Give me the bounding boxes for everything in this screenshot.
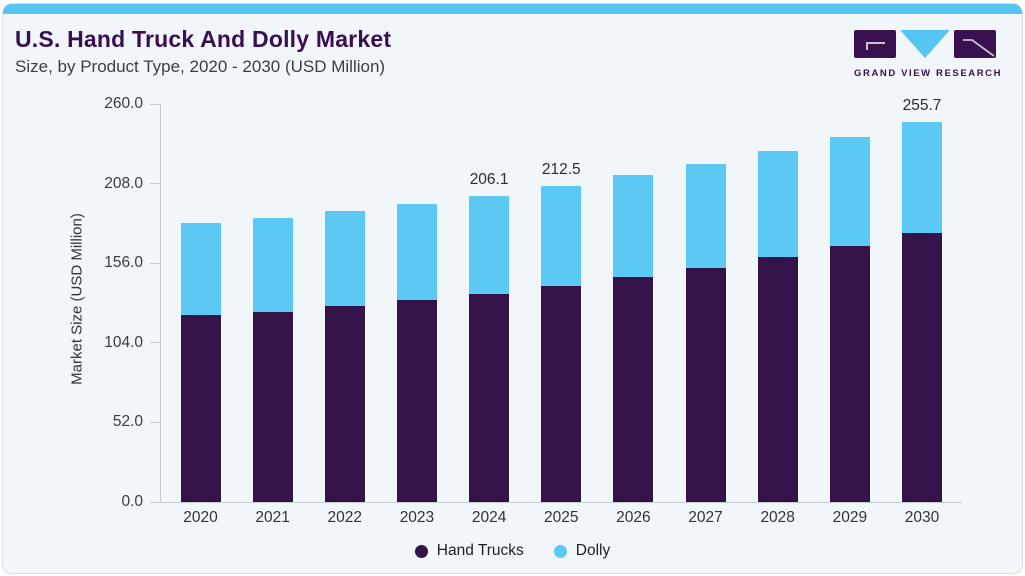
page-title: U.S. Hand Truck And Dolly Market [15, 26, 392, 52]
bar-dolly [180, 222, 221, 316]
y-axis-title: Market Size (USD Million) [68, 213, 86, 385]
bar-hand-trucks [685, 267, 726, 502]
bar-hand-trucks [757, 257, 798, 502]
bar-total-label: 206.1 [469, 170, 509, 188]
x-axis-year-label: 2030 [904, 509, 940, 526]
y-axis-tick [150, 501, 161, 503]
grand-view-research-logo: GRAND VIEW RESEARCH [854, 29, 1003, 79]
y-axis-tick [150, 103, 161, 105]
bar-dolly [613, 175, 654, 277]
bar-hand-trucks [541, 285, 582, 502]
bar-total-label: 212.5 [541, 161, 581, 179]
bar-dolly [902, 121, 942, 234]
y-axis-tick-label: 260.0 [104, 95, 143, 112]
legend: Hand Trucks Dolly [3, 542, 1022, 560]
bar-hand-trucks [902, 233, 942, 502]
bar-dolly [829, 137, 870, 246]
top-accent-bar [3, 4, 1022, 14]
gvr-logo-icon [854, 30, 996, 58]
bar-hand-trucks [829, 245, 870, 502]
bar-dolly [396, 203, 437, 301]
y-axis-tick-label: 208.0 [104, 174, 143, 192]
bar-dolly [469, 195, 510, 294]
y-axis-tick [150, 342, 161, 344]
x-axis-year-label: 2022 [327, 509, 363, 526]
page-subtitle: Size, by Product Type, 2020 - 2030 (USD … [15, 57, 386, 76]
y-axis-tick-label: 104.0 [104, 333, 143, 351]
bar-dolly [324, 210, 365, 306]
x-axis-year-label: 2026 [616, 509, 651, 526]
bar-dolly [685, 163, 726, 268]
x-axis-year-label: 2028 [760, 509, 795, 526]
x-axis-year-label: 2029 [832, 509, 868, 526]
chart-card: U.S. Hand Truck And Dolly Market Size, b… [2, 3, 1023, 574]
x-axis-year-label: 2025 [544, 509, 579, 526]
y-axis-tick [150, 262, 161, 264]
bar-total-label: 255.7 [902, 96, 942, 114]
bar-hand-trucks [613, 276, 654, 502]
y-axis-tick-label: 0.0 [121, 493, 143, 510]
legend-label: Hand Trucks [436, 542, 524, 559]
y-axis-tick-label: 52.0 [112, 413, 143, 431]
x-axis-year-label: 2024 [471, 509, 507, 526]
bar-hand-trucks [469, 293, 510, 502]
bar-dolly [757, 150, 798, 258]
y-axis-tick [150, 183, 161, 185]
x-axis-year-label: 2023 [399, 509, 435, 526]
x-axis-year-label: 2027 [688, 509, 723, 526]
bar-dolly [252, 217, 293, 312]
y-axis-tick-label: 156.0 [104, 254, 143, 272]
legend-swatch-icon [414, 544, 428, 558]
bar-dolly [541, 186, 582, 286]
logo-wordmark: GRAND VIEW RESEARCH [854, 68, 1003, 79]
bar-hand-trucks [396, 300, 437, 502]
legend-item: Hand Trucks [414, 542, 524, 560]
bar-hand-trucks [252, 311, 293, 502]
x-axis-year-label: 2021 [255, 509, 290, 526]
plot-area: 260.0 208.0 156.0 104.0 52.0 0.0 2020 2021 2022 2… [104, 95, 962, 526]
legend-item: Dolly [553, 542, 611, 560]
legend-label: Dolly [575, 542, 611, 559]
x-axis-year-label: 2020 [183, 509, 218, 526]
bar-hand-trucks [324, 305, 365, 502]
bar-hand-trucks [180, 315, 221, 502]
legend-swatch-icon [553, 544, 567, 558]
y-axis-tick [150, 421, 161, 423]
